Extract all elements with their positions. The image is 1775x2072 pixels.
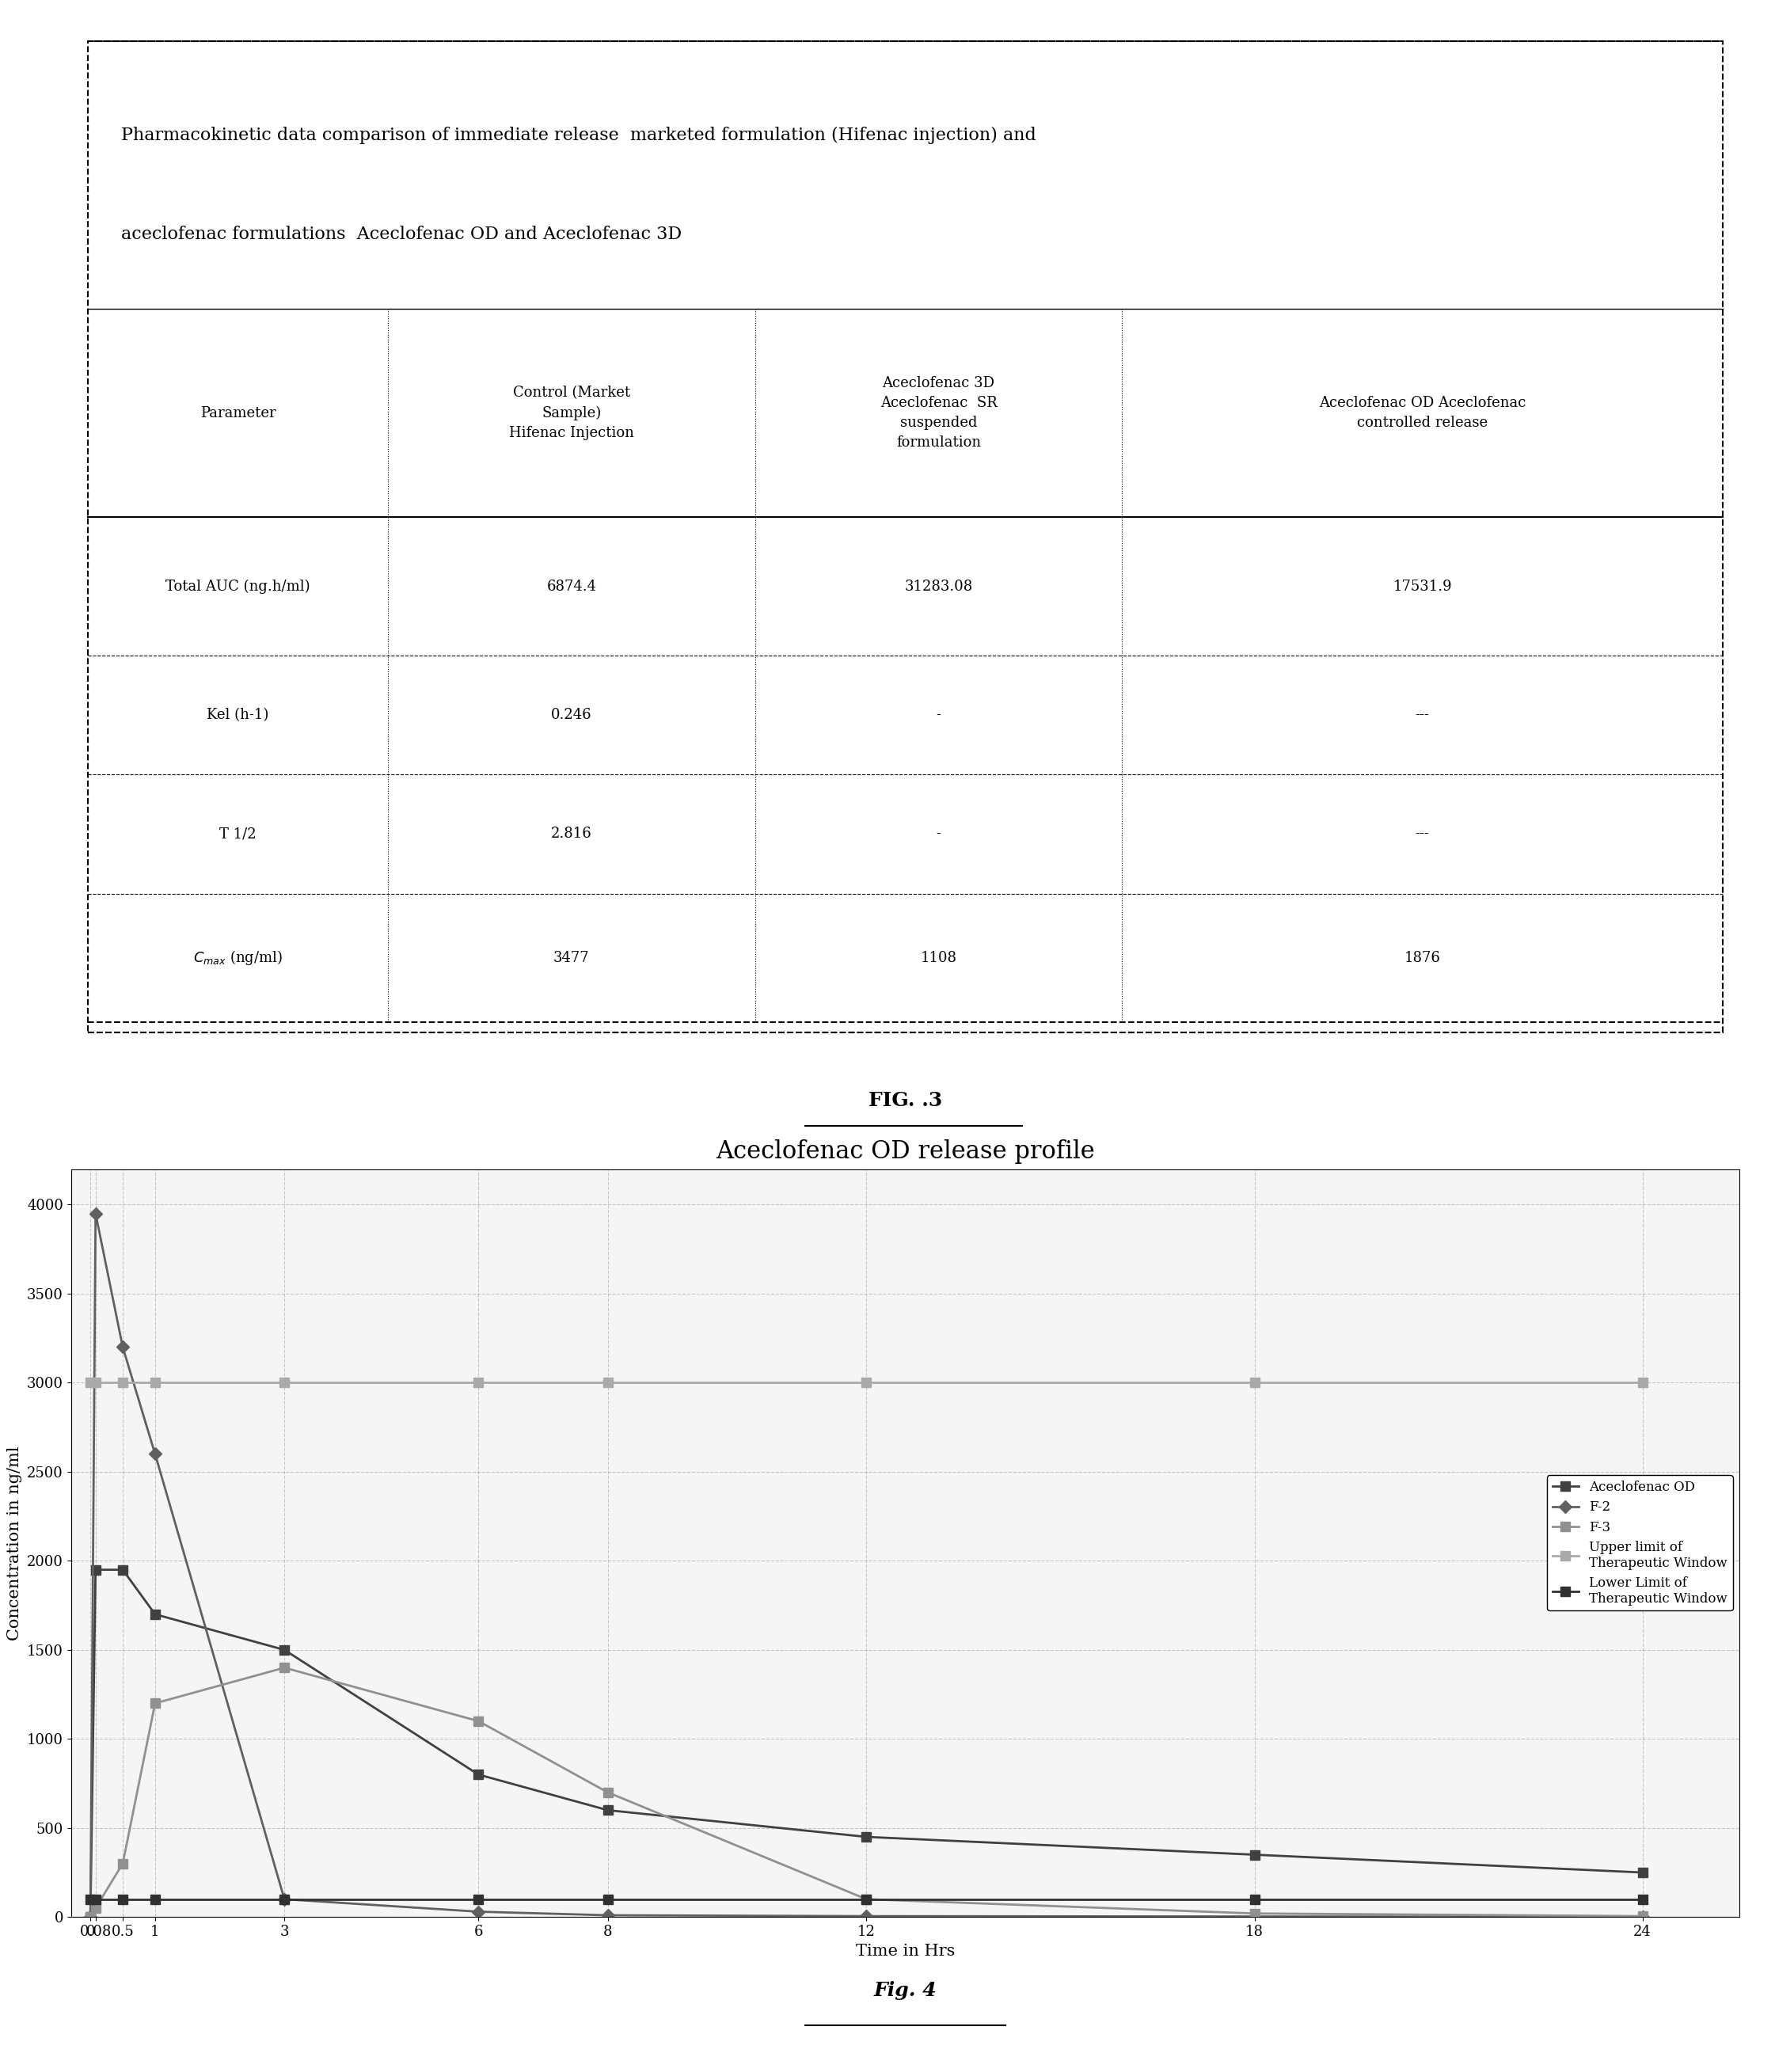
F-3 — [856, 1888, 877, 1912]
Text: Pharmacokinetic data comparison of immediate release  marketed formulation (Hife: Pharmacokinetic data comparison of immed… — [121, 126, 1037, 145]
Aceclofenac OD — [469, 1761, 490, 1786]
Aceclofenac OD — [596, 1798, 618, 1823]
Upper limit of
Therapeutic Window — [1631, 1370, 1653, 1394]
F-3 — [80, 1904, 101, 1929]
Text: Fig. 4: Fig. 4 — [873, 1981, 937, 1999]
Aceclofenac OD — [856, 1825, 877, 1850]
F-3 — [144, 1691, 165, 1716]
Upper limit of
Therapeutic Window — [80, 1370, 101, 1394]
X-axis label: Time in Hrs: Time in Hrs — [856, 1944, 955, 1958]
Text: 31283.08: 31283.08 — [905, 580, 973, 593]
Text: aceclofenac formulations  Aceclofenac OD and Aceclofenac 3D: aceclofenac formulations Aceclofenac OD … — [121, 226, 682, 242]
Aceclofenac OD — [1244, 1842, 1266, 1867]
F-2 — [80, 1904, 101, 1929]
Upper limit of
Therapeutic Window — [85, 1370, 106, 1394]
F-3 — [469, 1709, 490, 1734]
Text: -: - — [935, 827, 941, 841]
Lower Limit of
Therapeutic Window — [85, 1888, 106, 1912]
Upper limit of
Therapeutic Window — [144, 1370, 165, 1394]
F-3 — [596, 1780, 618, 1805]
Text: ---: --- — [1415, 709, 1429, 723]
Lower Limit of
Therapeutic Window — [469, 1888, 490, 1912]
Upper limit of
Therapeutic Window — [1244, 1370, 1266, 1394]
Line: Aceclofenac OD: Aceclofenac OD — [85, 1564, 1647, 1921]
Y-axis label: Concentration in ng/ml: Concentration in ng/ml — [7, 1446, 23, 1641]
F-3 — [273, 1656, 295, 1680]
F-2 — [596, 1902, 618, 1927]
Upper limit of
Therapeutic Window — [469, 1370, 490, 1394]
Upper limit of
Therapeutic Window — [856, 1370, 877, 1394]
Aceclofenac OD — [144, 1602, 165, 1627]
F-3 — [1631, 1904, 1653, 1929]
F-3 — [112, 1850, 133, 1875]
Upper limit of
Therapeutic Window — [273, 1370, 295, 1394]
Line: F-3: F-3 — [85, 1664, 1647, 1921]
Lower Limit of
Therapeutic Window — [1244, 1888, 1266, 1912]
Text: Total AUC (ng.h/ml): Total AUC (ng.h/ml) — [165, 580, 311, 593]
Text: Aceclofenac 3D
Aceclofenac  SR
suspended
formulation: Aceclofenac 3D Aceclofenac SR suspended … — [880, 377, 998, 450]
Lower Limit of
Therapeutic Window — [144, 1888, 165, 1912]
Title: Aceclofenac OD release profile: Aceclofenac OD release profile — [715, 1140, 1095, 1164]
Upper limit of
Therapeutic Window — [112, 1370, 133, 1394]
Text: Control (Market
Sample)
Hifenac Injection: Control (Market Sample) Hifenac Injectio… — [509, 385, 634, 439]
Text: 6874.4: 6874.4 — [547, 580, 596, 593]
F-3 — [1244, 1900, 1266, 1925]
Text: 2.816: 2.816 — [550, 827, 593, 841]
Text: ---: --- — [1415, 827, 1429, 841]
F-2 — [1244, 1904, 1266, 1929]
Line: Upper limit of
Therapeutic Window: Upper limit of Therapeutic Window — [85, 1378, 1647, 1386]
Text: T 1/2: T 1/2 — [220, 827, 256, 841]
Lower Limit of
Therapeutic Window — [1631, 1888, 1653, 1912]
Lower Limit of
Therapeutic Window — [596, 1888, 618, 1912]
Text: 17531.9: 17531.9 — [1393, 580, 1452, 593]
F-2 — [1631, 1904, 1653, 1929]
Aceclofenac OD — [1631, 1861, 1653, 1886]
Line: Lower Limit of
Therapeutic Window: Lower Limit of Therapeutic Window — [85, 1894, 1647, 1904]
Aceclofenac OD — [85, 1558, 106, 1583]
FancyBboxPatch shape — [87, 41, 1724, 1032]
Text: Kel (h-1): Kel (h-1) — [208, 709, 268, 723]
Lower Limit of
Therapeutic Window — [856, 1888, 877, 1912]
Text: 1108: 1108 — [921, 951, 957, 966]
Upper limit of
Therapeutic Window — [596, 1370, 618, 1394]
Legend: Aceclofenac OD, F-2, F-3, Upper limit of
Therapeutic Window, Lower Limit of
Ther: Aceclofenac OD, F-2, F-3, Upper limit of… — [1548, 1475, 1732, 1610]
Lower Limit of
Therapeutic Window — [112, 1888, 133, 1912]
Text: Parameter: Parameter — [201, 406, 275, 421]
Text: $C_{max}$ (ng/ml): $C_{max}$ (ng/ml) — [193, 949, 282, 968]
F-2 — [144, 1442, 165, 1467]
Text: 3477: 3477 — [554, 951, 589, 966]
Text: Aceclofenac OD Aceclofenac
controlled release: Aceclofenac OD Aceclofenac controlled re… — [1319, 396, 1526, 431]
Text: 1876: 1876 — [1404, 951, 1441, 966]
F-2 — [112, 1334, 133, 1359]
Lower Limit of
Therapeutic Window — [80, 1888, 101, 1912]
Text: -: - — [935, 709, 941, 723]
F-2 — [469, 1900, 490, 1925]
F-2 — [856, 1904, 877, 1929]
F-2 — [85, 1202, 106, 1227]
Lower Limit of
Therapeutic Window — [273, 1888, 295, 1912]
Aceclofenac OD — [273, 1637, 295, 1662]
Text: 0.246: 0.246 — [550, 709, 593, 723]
Aceclofenac OD — [80, 1904, 101, 1929]
F-2 — [273, 1888, 295, 1912]
Text: FIG. .3: FIG. .3 — [868, 1092, 943, 1111]
Aceclofenac OD — [112, 1558, 133, 1583]
F-3 — [85, 1896, 106, 1921]
Line: F-2: F-2 — [85, 1210, 1647, 1921]
